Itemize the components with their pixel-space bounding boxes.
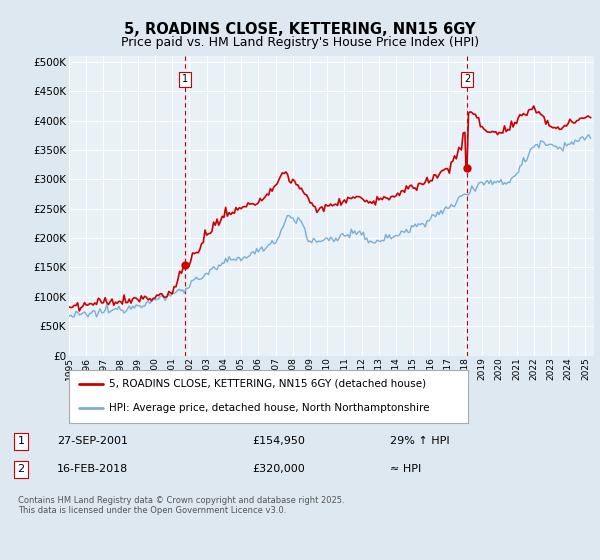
Text: 1: 1 xyxy=(17,436,25,446)
Text: 5, ROADINS CLOSE, KETTERING, NN15 6GY (detached house): 5, ROADINS CLOSE, KETTERING, NN15 6GY (d… xyxy=(109,379,426,389)
Text: 27-SEP-2001: 27-SEP-2001 xyxy=(57,436,128,446)
Text: 1: 1 xyxy=(182,74,188,85)
Text: 29% ↑ HPI: 29% ↑ HPI xyxy=(390,436,449,446)
Text: HPI: Average price, detached house, North Northamptonshire: HPI: Average price, detached house, Nort… xyxy=(109,403,430,413)
Text: ≈ HPI: ≈ HPI xyxy=(390,464,421,474)
Text: 16-FEB-2018: 16-FEB-2018 xyxy=(57,464,128,474)
Text: Contains HM Land Registry data © Crown copyright and database right 2025.
This d: Contains HM Land Registry data © Crown c… xyxy=(18,496,344,515)
Text: 2: 2 xyxy=(17,464,25,474)
Text: 2: 2 xyxy=(464,74,470,85)
Text: 5, ROADINS CLOSE, KETTERING, NN15 6GY: 5, ROADINS CLOSE, KETTERING, NN15 6GY xyxy=(124,22,476,38)
Text: £154,950: £154,950 xyxy=(252,436,305,446)
Text: Price paid vs. HM Land Registry's House Price Index (HPI): Price paid vs. HM Land Registry's House … xyxy=(121,36,479,49)
Text: £320,000: £320,000 xyxy=(252,464,305,474)
